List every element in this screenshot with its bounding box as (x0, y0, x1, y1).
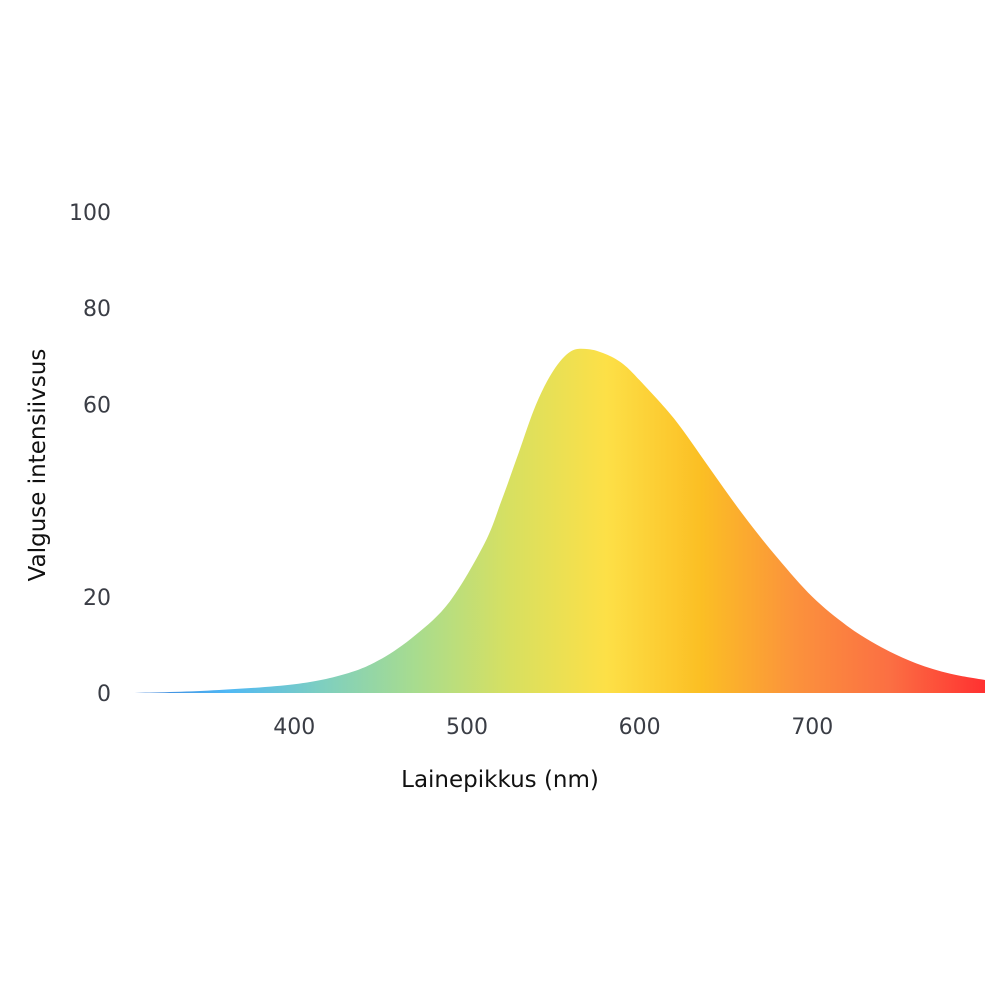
y-tick-label: 80 (83, 297, 111, 322)
x-tick-label: 700 (791, 715, 833, 740)
y-tick-label: 0 (97, 682, 111, 707)
y-tick-label: 20 (83, 586, 111, 611)
y-axis-label: Valguse intensiivsus (25, 349, 51, 582)
y-tick-label: 100 (69, 201, 111, 226)
y-tick-label: 60 (83, 393, 111, 418)
x-axis-label: Lainepikkus (nm) (401, 767, 599, 793)
intensity-area (132, 348, 985, 693)
x-tick-label: 400 (273, 715, 315, 740)
x-tick-label: 600 (619, 715, 661, 740)
x-tick-label: 500 (446, 715, 488, 740)
